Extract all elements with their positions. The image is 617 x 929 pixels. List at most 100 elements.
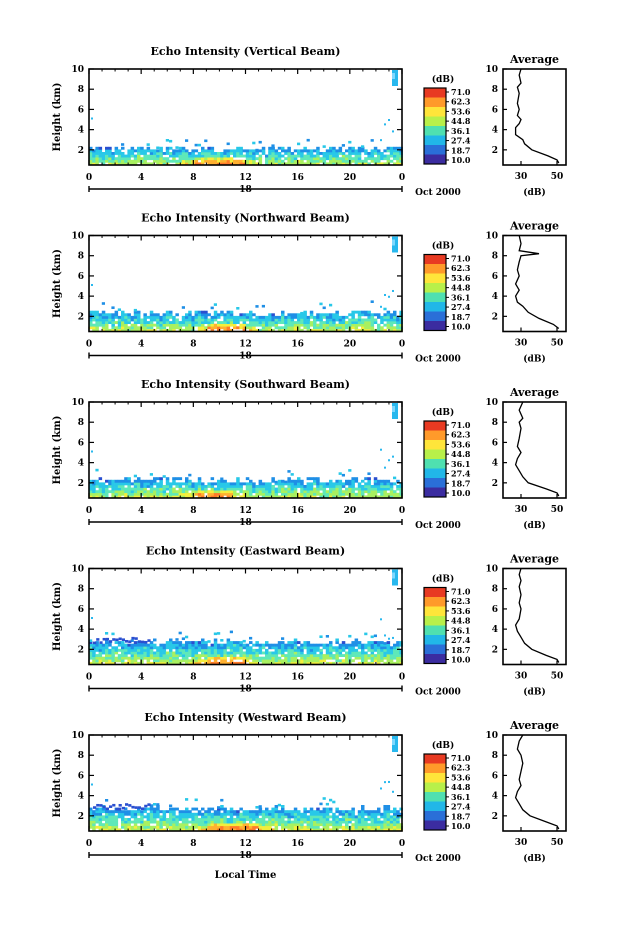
echo-cell <box>178 651 183 655</box>
echo-cell <box>396 495 400 499</box>
echo-cell <box>316 315 320 319</box>
echo-cell <box>367 323 371 327</box>
echo-cell <box>181 646 186 650</box>
echo-cell <box>111 648 115 652</box>
echo-cell <box>268 492 272 496</box>
profile-x-label: 50 <box>551 339 564 349</box>
x-tick-label: 12 <box>239 839 252 849</box>
echo-cell <box>316 157 320 161</box>
echo-cell <box>207 146 211 150</box>
echo-cell <box>117 487 122 491</box>
echo-cell <box>319 313 323 317</box>
echo-cell <box>277 818 282 821</box>
echo-cell <box>293 661 298 665</box>
echo-cell <box>300 828 304 832</box>
echo-cell <box>396 825 400 829</box>
echo-cell <box>239 661 243 665</box>
echo-cell <box>143 326 147 330</box>
echo-cell <box>319 302 323 306</box>
echo-cell <box>114 159 119 163</box>
echo-cell <box>245 659 250 663</box>
echo-cell <box>204 643 208 647</box>
echo-cell <box>89 326 93 330</box>
echo-cell <box>383 162 387 166</box>
echo-cell <box>249 492 253 496</box>
echo-cell <box>377 648 381 652</box>
echo-cell <box>92 326 96 330</box>
echo-cell <box>105 641 109 644</box>
echo-cell <box>252 823 256 827</box>
echo-cell <box>111 828 115 832</box>
echo-cell <box>191 149 195 153</box>
echo-cell <box>172 315 176 319</box>
echo-cell <box>399 495 403 499</box>
y-tick-label: 6 <box>78 605 84 615</box>
profile-y-label: 8 <box>492 418 498 428</box>
echo-cell <box>271 651 275 655</box>
echo-cell <box>383 149 387 153</box>
echo-cell <box>239 495 243 499</box>
echo-cell <box>217 323 221 327</box>
echo-cell <box>393 321 397 324</box>
echo-cell <box>169 646 173 650</box>
echo-cell <box>194 485 199 488</box>
echo-cell <box>153 818 157 821</box>
echo-cell <box>367 157 371 161</box>
echo-cell <box>108 162 112 166</box>
echo-cell <box>373 815 378 819</box>
echo-cell <box>236 643 240 647</box>
echo-cell <box>354 643 359 647</box>
echo-cell <box>325 648 330 652</box>
echo-cell <box>233 159 237 163</box>
echo-cell <box>386 149 391 153</box>
echo-cell <box>127 820 131 824</box>
echo-cell <box>284 318 288 322</box>
echo-cell <box>245 651 250 655</box>
echo-cell <box>361 313 365 317</box>
echo-cell <box>226 823 231 827</box>
echo-cell <box>281 810 285 814</box>
echo-cell <box>226 646 231 650</box>
echo-cell <box>313 479 317 483</box>
echo-cell <box>162 326 167 330</box>
echo-cell <box>95 641 99 644</box>
echo-cell <box>98 157 103 161</box>
echo-cell <box>380 492 384 496</box>
echo-cell <box>252 825 256 829</box>
echo-cell <box>149 825 154 829</box>
echo-cell <box>233 490 237 494</box>
echo-cell <box>130 326 135 330</box>
echo-cell <box>338 326 343 330</box>
echo-cell <box>338 492 343 496</box>
echo-cell <box>380 820 384 824</box>
echo-cell <box>185 162 189 166</box>
echo-cell <box>252 152 256 155</box>
echo-cell <box>338 482 343 486</box>
echo-cell <box>396 152 400 155</box>
echo-cell <box>207 812 211 816</box>
echo-cell <box>165 315 170 319</box>
echo-cell <box>201 326 205 330</box>
echo-cell <box>329 479 333 483</box>
echo-cell <box>255 815 259 819</box>
echo-cell <box>236 820 240 824</box>
echo-cell <box>239 318 243 322</box>
echo-cell <box>111 162 115 166</box>
echo-cell <box>287 323 291 327</box>
echo-cell <box>367 479 371 483</box>
echo-cell <box>277 495 282 499</box>
echo-cell <box>268 823 272 827</box>
echo-cell <box>178 815 183 819</box>
echo-cell <box>185 328 189 332</box>
echo-cell <box>377 807 381 811</box>
echo-cell <box>175 823 179 827</box>
echo-cell <box>201 638 205 642</box>
echo-cell <box>284 315 288 319</box>
echo-cell <box>364 149 368 153</box>
echo-cell <box>361 815 365 819</box>
echo-cell <box>175 162 179 166</box>
echo-cell <box>373 482 378 486</box>
profile-title: Average <box>509 220 559 233</box>
echo-cell <box>146 651 151 655</box>
echo-cell <box>111 632 115 636</box>
